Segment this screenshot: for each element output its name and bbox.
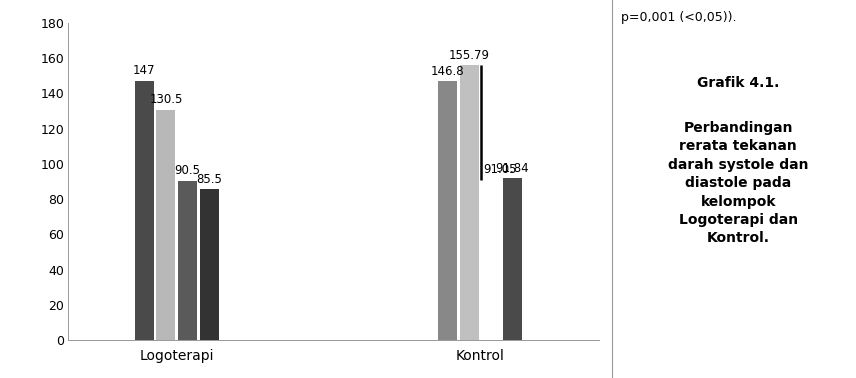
Text: 85.5: 85.5 [196, 173, 223, 186]
Bar [503, 178, 522, 340]
Bar [134, 81, 154, 340]
Text: 147: 147 [133, 64, 156, 77]
Text: 91.05: 91.05 [483, 163, 516, 176]
Bar [199, 189, 219, 340]
Text: p=0,001 (<0,05)).: p=0,001 (<0,05)). [621, 11, 736, 24]
Text: 146.8: 146.8 [431, 65, 464, 78]
Text: 155.79: 155.79 [449, 49, 490, 62]
Bar [178, 181, 197, 340]
Text: 91.84: 91.84 [496, 162, 529, 175]
Bar [460, 65, 479, 340]
Bar [438, 81, 457, 340]
Text: Grafik 4.1.: Grafik 4.1. [697, 76, 780, 90]
Bar [157, 110, 175, 340]
Text: 90.5: 90.5 [175, 164, 200, 177]
Text: Perbandingan
rerata tekanan
darah systole dan
diastole pada
kelompok
Logoterapi : Perbandingan rerata tekanan darah systol… [668, 121, 809, 245]
Text: 130.5: 130.5 [149, 93, 182, 107]
